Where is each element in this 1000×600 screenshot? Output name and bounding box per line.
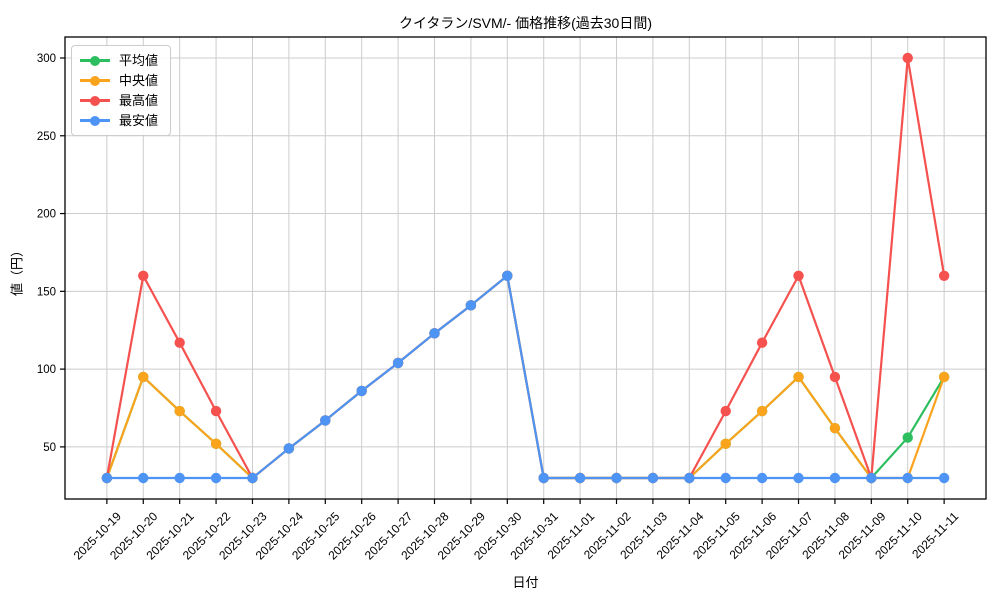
series-line-最高値 — [105, 56, 946, 480]
data-point-最安値 — [756, 472, 768, 484]
series-line-最安値 — [106, 274, 945, 480]
legend-marker-mean-icon — [80, 55, 110, 66]
legend-label-mean: 平均値 — [119, 53, 159, 68]
data-point-中央値 — [756, 405, 768, 417]
data-point-最安値 — [938, 472, 950, 484]
chart-title: クイタラン/SVM/- 価格推移(過去30日間) — [398, 15, 652, 31]
legend-item-max: 最高値 — [80, 94, 158, 107]
data-point-最安値 — [829, 472, 841, 484]
data-point-中央値 — [210, 438, 222, 449]
data-point-最安値 — [866, 472, 877, 484]
legend: 平均値 中央値 最高値 最安値 — [71, 45, 172, 136]
y-tick-label: 250 — [37, 131, 56, 143]
data-point-最安値 — [720, 472, 731, 484]
data-point-中央値 — [938, 371, 950, 383]
data-point-中央値 — [793, 371, 804, 383]
y-tick-label: 150 — [37, 286, 56, 298]
data-point-中央値 — [174, 405, 185, 417]
data-point-最安値 — [210, 472, 222, 484]
data-point-最安値 — [174, 472, 185, 484]
legend-label-max: 最高値 — [119, 93, 159, 108]
data-point-最安値 — [465, 300, 477, 311]
y-tick-label: 300 — [37, 53, 56, 65]
legend-label-median: 中央値 — [119, 73, 159, 88]
data-point-最安値 — [101, 472, 113, 484]
y-tick-label: 200 — [37, 209, 56, 221]
data-point-最高値 — [829, 371, 841, 383]
legend-item-median: 中央値 — [80, 74, 158, 87]
data-point-最安値 — [538, 472, 549, 484]
legend-label-min: 最安値 — [119, 113, 159, 128]
data-point-最高値 — [174, 337, 185, 348]
y-axis-label: 値（円） — [9, 243, 25, 297]
data-point-最高値 — [210, 405, 222, 417]
data-point-平均値 — [902, 432, 913, 443]
legend-marker-min-icon — [80, 115, 110, 126]
data-point-最安値 — [611, 472, 622, 484]
data-point-最安値 — [902, 472, 913, 484]
legend-marker-max-icon — [80, 95, 110, 106]
data-point-最高値 — [756, 337, 768, 348]
data-point-最安値 — [356, 385, 367, 397]
data-point-最安値 — [684, 472, 695, 484]
data-point-中央値 — [138, 371, 149, 383]
data-point-最安値 — [574, 472, 586, 484]
legend-item-min: 最安値 — [80, 114, 158, 127]
data-point-最高値 — [793, 270, 804, 281]
legend-marker-median-icon — [80, 75, 110, 86]
y-tick-label: 50 — [43, 442, 56, 454]
data-point-最高値 — [938, 270, 950, 281]
y-tick-label: 100 — [37, 364, 56, 376]
data-point-中央値 — [829, 423, 841, 434]
data-point-最安値 — [247, 472, 258, 484]
data-point-最高値 — [720, 405, 731, 417]
x-axis-label: 日付 — [512, 575, 539, 590]
data-point-最安値 — [793, 472, 804, 484]
axes-spines — [64, 36, 987, 500]
data-point-最安値 — [138, 472, 149, 484]
data-point-最安値 — [320, 415, 331, 426]
data-point-最高値 — [902, 52, 913, 64]
legend-item-mean: 平均値 — [80, 54, 158, 67]
data-point-最安値 — [392, 357, 404, 369]
data-point-最安値 — [283, 443, 295, 454]
data-point-中央値 — [720, 438, 731, 449]
data-point-最高値 — [138, 270, 149, 281]
data-point-最安値 — [502, 270, 513, 281]
data-point-最安値 — [429, 328, 440, 339]
data-point-最安値 — [647, 472, 659, 484]
